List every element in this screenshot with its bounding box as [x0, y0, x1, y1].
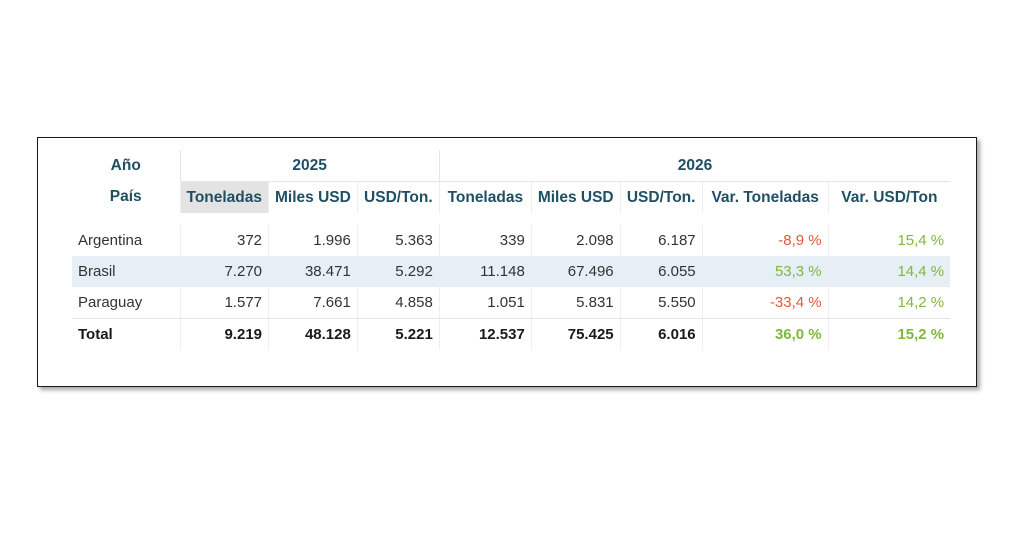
- table-row[interactable]: Argentina 372 1.996 5.363 339 2.098 6.18…: [72, 225, 951, 256]
- year-label: Año: [110, 156, 141, 174]
- col-header-pais[interactable]: País: [109, 188, 142, 206]
- cell-value: 5.831: [530, 287, 621, 319]
- total-row[interactable]: Total 9.219 48.128 5.221 12.537 75.425 6…: [72, 318, 951, 350]
- cell-value: 1.577: [179, 287, 269, 319]
- cell-value: 1.051: [438, 287, 532, 319]
- table-row[interactable]: Paraguay 1.577 7.661 4.858 1.051 5.831 5…: [72, 287, 951, 319]
- cell-value: 6.055: [619, 256, 703, 287]
- total-value: 6.016: [619, 318, 703, 350]
- table-frame: Año 2025 2026 País Toneladas Miles USD U…: [37, 137, 977, 387]
- col-header-var-usd-ton[interactable]: Var. USD/Ton: [827, 181, 951, 213]
- cell-value: 4.858: [356, 287, 440, 319]
- cell-value: 38.471: [268, 256, 358, 287]
- cell-value: 5.550: [619, 287, 703, 319]
- cell-value: 5.292: [356, 256, 440, 287]
- col-header-var-toneladas[interactable]: Var. Toneladas: [701, 181, 829, 213]
- cell-value: 1.996: [268, 225, 358, 256]
- cell-var-usd-ton: 14,2 %: [827, 287, 951, 319]
- total-value: 48.128: [268, 318, 358, 350]
- cell-value: 7.270: [179, 256, 269, 287]
- cell-var-usd-ton: 15,4 %: [827, 225, 951, 256]
- data-table: Año 2025 2026 País Toneladas Miles USD U…: [72, 150, 951, 350]
- col-header-usd-ton-2026[interactable]: USD/Ton.: [619, 181, 703, 213]
- cell-value: 7.661: [268, 287, 358, 319]
- total-var-toneladas: 36,0 %: [701, 318, 829, 350]
- cell-value: 372: [179, 225, 269, 256]
- cell-value: 67.496: [530, 256, 621, 287]
- total-value: 9.219: [179, 318, 269, 350]
- total-label: Total: [72, 318, 180, 350]
- table-row[interactable]: Brasil 7.270 38.471 5.292 11.148 67.496 …: [72, 256, 951, 287]
- cell-var-usd-ton: 14,4 %: [827, 256, 951, 287]
- cell-value: 6.187: [619, 225, 703, 256]
- row-country: Brasil: [72, 256, 180, 287]
- total-value: 5.221: [356, 318, 440, 350]
- col-header-usd-ton-2025[interactable]: USD/Ton.: [356, 181, 440, 213]
- total-var-usd-ton: 15,2 %: [827, 318, 951, 350]
- year-2026-header[interactable]: 2026: [438, 150, 951, 182]
- column-header-row: País Toneladas Miles USD USD/Ton. Tonela…: [72, 181, 951, 213]
- row-country: Argentina: [78, 232, 143, 249]
- cell-value: 5.363: [356, 225, 440, 256]
- col-header-miles-usd-2025[interactable]: Miles USD: [268, 181, 358, 213]
- cell-var-toneladas: -8,9 %: [701, 225, 829, 256]
- cell-value: 2.098: [530, 225, 621, 256]
- cell-var-toneladas: 53,3 %: [701, 256, 829, 287]
- year-2025-header[interactable]: 2025: [179, 150, 440, 182]
- col-header-toneladas-2026[interactable]: Toneladas: [438, 181, 532, 213]
- cell-value: 11.148: [438, 256, 532, 287]
- total-value: 75.425: [530, 318, 621, 350]
- col-header-miles-usd-2026[interactable]: Miles USD: [530, 181, 621, 213]
- row-country: Paraguay: [78, 294, 143, 311]
- col-header-toneladas-2025[interactable]: Toneladas: [179, 181, 269, 213]
- cell-value: 339: [438, 225, 532, 256]
- total-value: 12.537: [438, 318, 532, 350]
- year-header-row: Año 2025 2026: [72, 150, 951, 182]
- cell-var-toneladas: -33,4 %: [701, 287, 829, 319]
